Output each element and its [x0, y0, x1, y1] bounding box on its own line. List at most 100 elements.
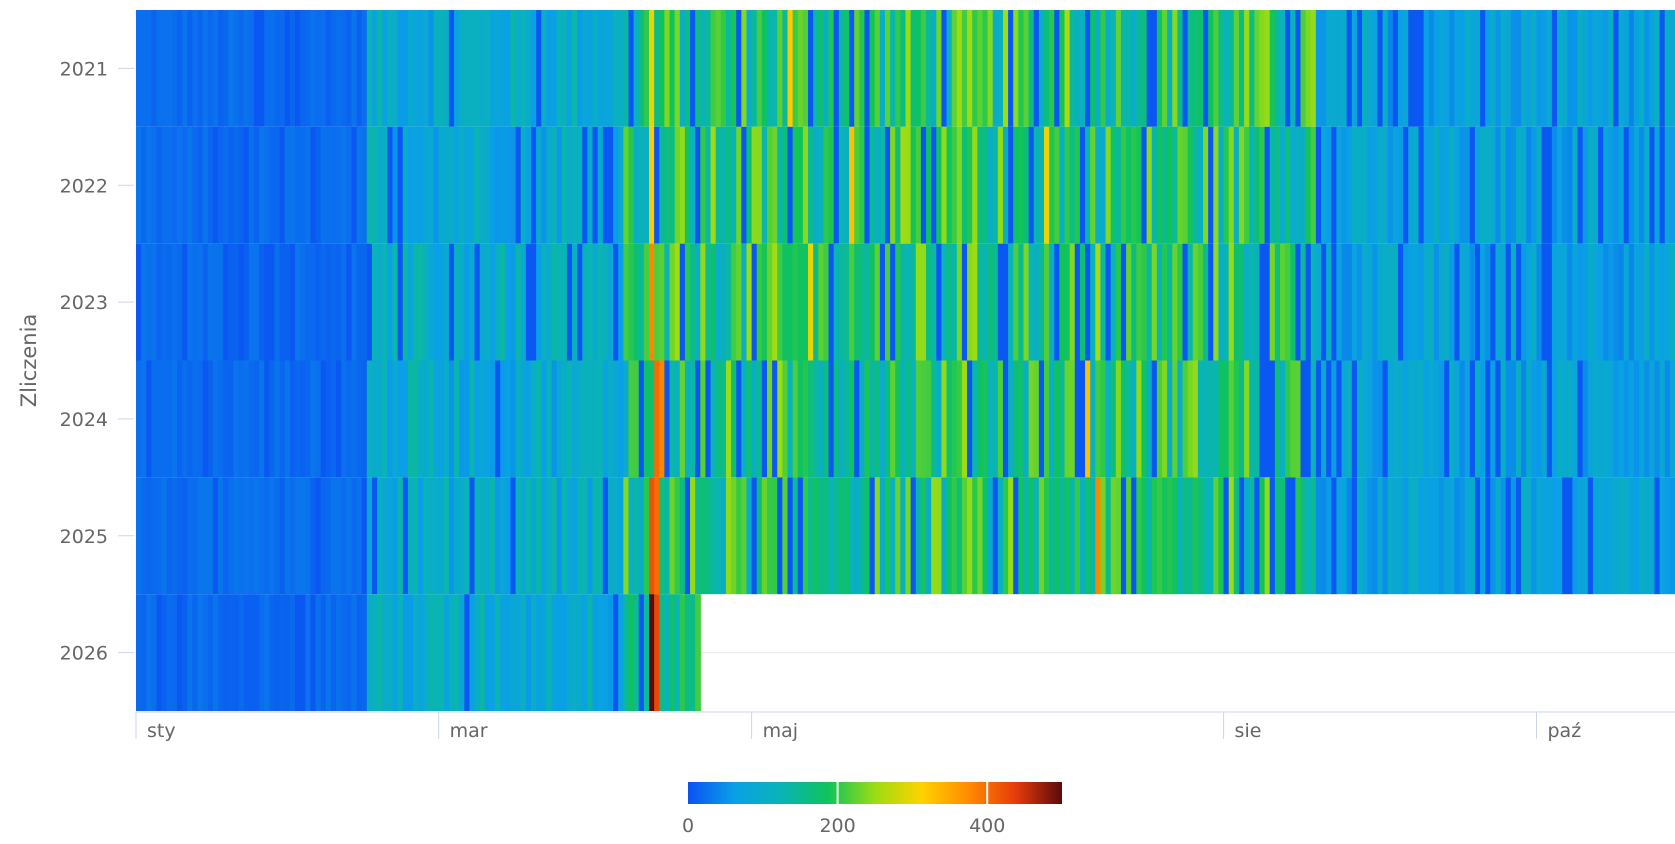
heatmap-cell [982, 126, 989, 244]
heatmap-cell [515, 243, 522, 361]
heatmap-cell [946, 126, 953, 244]
heatmap-cell [346, 477, 353, 595]
heatmap-cell [187, 243, 194, 361]
heatmap-cell [1233, 243, 1240, 361]
heatmap-cell [218, 594, 224, 711]
heatmap-cell [166, 243, 173, 361]
heatmap-cell [1613, 10, 1620, 127]
heatmap-cell [1305, 477, 1312, 595]
heatmap-cell [1469, 126, 1476, 244]
x-tick-label: sie [1235, 720, 1262, 742]
heatmap-cell [1531, 126, 1538, 244]
heatmap-cell [977, 360, 984, 478]
heatmap-cell [607, 360, 614, 478]
heatmap-cell [1259, 243, 1266, 361]
heatmap-cell [264, 10, 270, 127]
heatmap-cell [1090, 360, 1096, 478]
heatmap-cell [366, 126, 373, 244]
heatmap-cell [171, 477, 178, 595]
heatmap-cell [987, 360, 994, 478]
heatmap-cell [920, 360, 927, 478]
heatmap-cell [1018, 243, 1025, 361]
heatmap-cell [248, 360, 255, 478]
heatmap-cell [489, 360, 496, 478]
heatmap-cell [684, 126, 691, 244]
heatmap-cell [1213, 360, 1220, 478]
heatmap-cell [1664, 360, 1671, 478]
heatmap-cell [202, 243, 209, 361]
heatmap-cell [1628, 126, 1635, 244]
heatmap-cell [289, 477, 296, 595]
heatmap-cell [1208, 360, 1214, 478]
heatmap-cell [1459, 477, 1466, 595]
heatmap-cell [1382, 477, 1389, 595]
heatmap-cell [566, 243, 573, 361]
heatmap-cell [433, 243, 440, 361]
heatmap-cell [849, 10, 855, 127]
heatmap-cell [864, 360, 871, 478]
heatmap-cell [1403, 477, 1409, 595]
heatmap-cell [1321, 360, 1327, 478]
heatmap-cell [551, 10, 558, 127]
heatmap-cell [259, 594, 265, 711]
heatmap-cell [818, 360, 825, 478]
heatmap-cell [1505, 126, 1512, 244]
heatmap-cell [500, 10, 506, 127]
heatmap-cell [1633, 126, 1640, 244]
heatmap-cell [1044, 243, 1050, 361]
heatmap-cell [577, 126, 583, 244]
heatmap-cell [1285, 477, 1291, 595]
heatmap-cell [618, 10, 624, 127]
heatmap-cell [1002, 10, 1009, 127]
heatmap-cell [972, 243, 978, 361]
heatmap-cell [351, 477, 358, 595]
heatmap-cell [320, 477, 327, 595]
heatmap-cell [1464, 360, 1471, 478]
heatmap-cell [1008, 126, 1014, 244]
heatmap-cell [582, 10, 589, 127]
heatmap-cell [1546, 243, 1553, 361]
heatmap-cell [423, 594, 430, 711]
heatmap-cell [274, 126, 281, 244]
heatmap-cell [761, 10, 768, 127]
heatmap-cell [515, 477, 522, 595]
heatmap-cell [1469, 360, 1476, 478]
heatmap-cell [1367, 243, 1373, 361]
legend-tick-label: 0 [682, 815, 694, 837]
heatmap-cell [1203, 360, 1209, 478]
heatmap-cell [182, 243, 188, 361]
heatmap-cell [715, 243, 722, 361]
heatmap-cell [177, 360, 183, 478]
heatmap-cell [520, 594, 527, 711]
heatmap-cell [1126, 10, 1132, 127]
heatmap-cell [531, 10, 537, 127]
heatmap-cell [736, 10, 742, 127]
heatmap-cell [1223, 126, 1230, 244]
heatmap-cell [1551, 477, 1558, 595]
heatmap-cell [320, 360, 327, 478]
heatmap-cell [489, 126, 496, 244]
heatmap-cell [1413, 243, 1420, 361]
heatmap-cell [1633, 243, 1640, 361]
heatmap-cell [1423, 360, 1430, 478]
heatmap-cell [259, 126, 265, 244]
heatmap-cell [171, 243, 178, 361]
heatmap-cell [910, 126, 917, 244]
heatmap-cell [1064, 10, 1071, 127]
heatmap-cell [890, 477, 896, 595]
heatmap-cell [1013, 126, 1019, 244]
heatmap-cell [1618, 477, 1625, 595]
heatmap-cell [1002, 126, 1009, 244]
heatmap-cell [1536, 126, 1543, 244]
heatmap-cell [1285, 360, 1291, 478]
heatmap-cell [289, 594, 296, 711]
heatmap-cell [931, 10, 937, 127]
heatmap-cell [1279, 126, 1286, 244]
heatmap-cell [1156, 126, 1163, 244]
heatmap-cell [500, 477, 506, 595]
heatmap-cell [613, 360, 619, 478]
heatmap-cell [1208, 243, 1214, 361]
heatmap-cell [1351, 10, 1358, 127]
heatmap-cell [977, 243, 984, 361]
heatmap-cell [874, 126, 881, 244]
